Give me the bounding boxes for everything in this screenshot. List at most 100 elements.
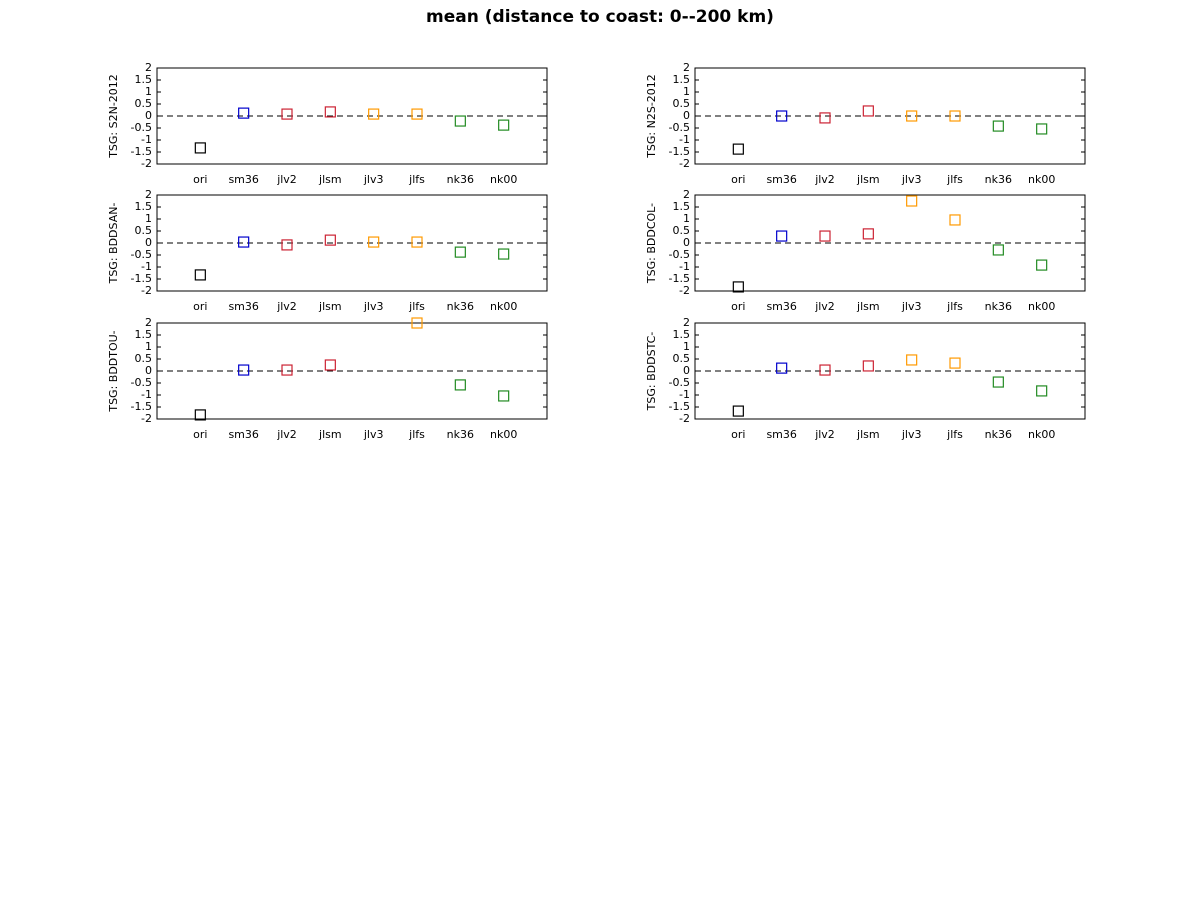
x-tick-label: nk00 bbox=[1028, 428, 1055, 441]
x-tick-label: nk00 bbox=[490, 428, 517, 441]
marker bbox=[992, 376, 1004, 388]
marker bbox=[906, 195, 918, 207]
x-tick-label: jlv2 bbox=[814, 300, 835, 313]
x-tick-label: jlfs bbox=[408, 428, 425, 441]
y-tick-label: -2 bbox=[141, 157, 152, 170]
marker bbox=[324, 234, 336, 246]
marker bbox=[992, 120, 1004, 132]
y-tick-label: 0.5 bbox=[135, 224, 153, 237]
marker bbox=[776, 110, 788, 122]
x-tick-label: jlfs bbox=[408, 300, 425, 313]
x-tick-label: nk36 bbox=[447, 428, 474, 441]
marker bbox=[732, 281, 744, 293]
y-axis-label: TSG: BDDSAN- bbox=[107, 203, 120, 285]
y-tick-label: 0 bbox=[683, 236, 690, 249]
x-tick-label: jlsm bbox=[856, 300, 880, 313]
marker bbox=[194, 142, 206, 154]
x-tick-label: sm36 bbox=[228, 173, 258, 186]
marker bbox=[498, 248, 510, 260]
y-tick-label: 2 bbox=[683, 188, 690, 201]
x-tick-label: ori bbox=[193, 300, 207, 313]
y-tick-label: -0.5 bbox=[669, 376, 690, 389]
x-tick-label: nk36 bbox=[447, 173, 474, 186]
figure-title: mean (distance to coast: 0--200 km) bbox=[426, 7, 774, 27]
y-tick-label: -0.5 bbox=[131, 248, 152, 261]
x-tick-label: jlv2 bbox=[276, 173, 297, 186]
marker bbox=[238, 236, 250, 248]
y-tick-label: 1 bbox=[683, 340, 690, 353]
marker bbox=[368, 236, 380, 248]
x-tick-label: ori bbox=[193, 173, 207, 186]
marker bbox=[194, 409, 206, 421]
y-tick-label: 1.5 bbox=[673, 328, 691, 341]
y-tick-label: -1 bbox=[679, 133, 690, 146]
x-tick-label: nk00 bbox=[1028, 173, 1055, 186]
y-axis-label: TSG: BDDCOL- bbox=[645, 203, 658, 284]
marker bbox=[949, 110, 961, 122]
x-tick-label: jlsm bbox=[856, 428, 880, 441]
marker bbox=[454, 379, 466, 391]
marker bbox=[992, 244, 1004, 256]
marker bbox=[1036, 123, 1048, 135]
y-tick-label: 1 bbox=[145, 340, 152, 353]
x-tick-label: jlv2 bbox=[276, 428, 297, 441]
marker bbox=[776, 230, 788, 242]
y-tick-label: -2 bbox=[679, 412, 690, 425]
x-tick-label: jlv2 bbox=[814, 173, 835, 186]
y-tick-label: 1 bbox=[683, 85, 690, 98]
y-tick-label: -2 bbox=[141, 412, 152, 425]
y-axis-label: TSG: N2S-2012 bbox=[645, 74, 658, 159]
marker bbox=[819, 364, 831, 376]
x-tick-label: jlv3 bbox=[363, 428, 384, 441]
y-tick-label: 1.5 bbox=[135, 328, 153, 341]
marker bbox=[776, 362, 788, 374]
marker bbox=[368, 108, 380, 120]
marker bbox=[1036, 385, 1048, 397]
x-tick-label: sm36 bbox=[228, 300, 258, 313]
y-tick-label: -1.5 bbox=[669, 272, 690, 285]
x-tick-label: ori bbox=[731, 300, 745, 313]
x-tick-label: jlfs bbox=[946, 173, 963, 186]
x-tick-label: jlfs bbox=[946, 300, 963, 313]
y-tick-label: -1.5 bbox=[131, 400, 152, 413]
marker bbox=[862, 105, 874, 117]
y-tick-label: 0.5 bbox=[135, 352, 153, 365]
y-tick-label: -2 bbox=[679, 284, 690, 297]
y-tick-label: -0.5 bbox=[669, 248, 690, 261]
x-tick-label: jlv3 bbox=[363, 173, 384, 186]
y-tick-label: 1 bbox=[683, 212, 690, 225]
x-tick-label: nk00 bbox=[490, 173, 517, 186]
marker bbox=[238, 107, 250, 119]
y-tick-label: 0 bbox=[145, 236, 152, 249]
y-tick-label: -2 bbox=[679, 157, 690, 170]
x-tick-label: sm36 bbox=[766, 428, 796, 441]
y-tick-label: 0 bbox=[145, 109, 152, 122]
x-tick-label: jlsm bbox=[318, 428, 342, 441]
marker bbox=[1036, 259, 1048, 271]
y-tick-label: 2 bbox=[683, 61, 690, 74]
marker bbox=[906, 354, 918, 366]
x-tick-label: ori bbox=[731, 428, 745, 441]
marker bbox=[281, 239, 293, 251]
y-tick-label: 2 bbox=[683, 316, 690, 329]
y-tick-label: 2 bbox=[145, 316, 152, 329]
y-tick-label: 0.5 bbox=[673, 352, 691, 365]
y-tick-label: 1.5 bbox=[135, 200, 153, 213]
y-tick-label: 2 bbox=[145, 61, 152, 74]
y-tick-label: -1 bbox=[141, 388, 152, 401]
y-tick-label: 0 bbox=[145, 364, 152, 377]
x-tick-label: jlv3 bbox=[901, 300, 922, 313]
x-tick-label: sm36 bbox=[766, 300, 796, 313]
y-axis-label: TSG: S2N-2012 bbox=[107, 74, 120, 159]
x-tick-label: jlv3 bbox=[901, 173, 922, 186]
x-tick-label: jlsm bbox=[318, 300, 342, 313]
y-tick-label: -1 bbox=[679, 260, 690, 273]
marker bbox=[411, 108, 423, 120]
marker bbox=[454, 115, 466, 127]
x-tick-label: nk00 bbox=[490, 300, 517, 313]
marker bbox=[194, 269, 206, 281]
y-tick-label: 0.5 bbox=[135, 97, 153, 110]
x-tick-label: ori bbox=[731, 173, 745, 186]
